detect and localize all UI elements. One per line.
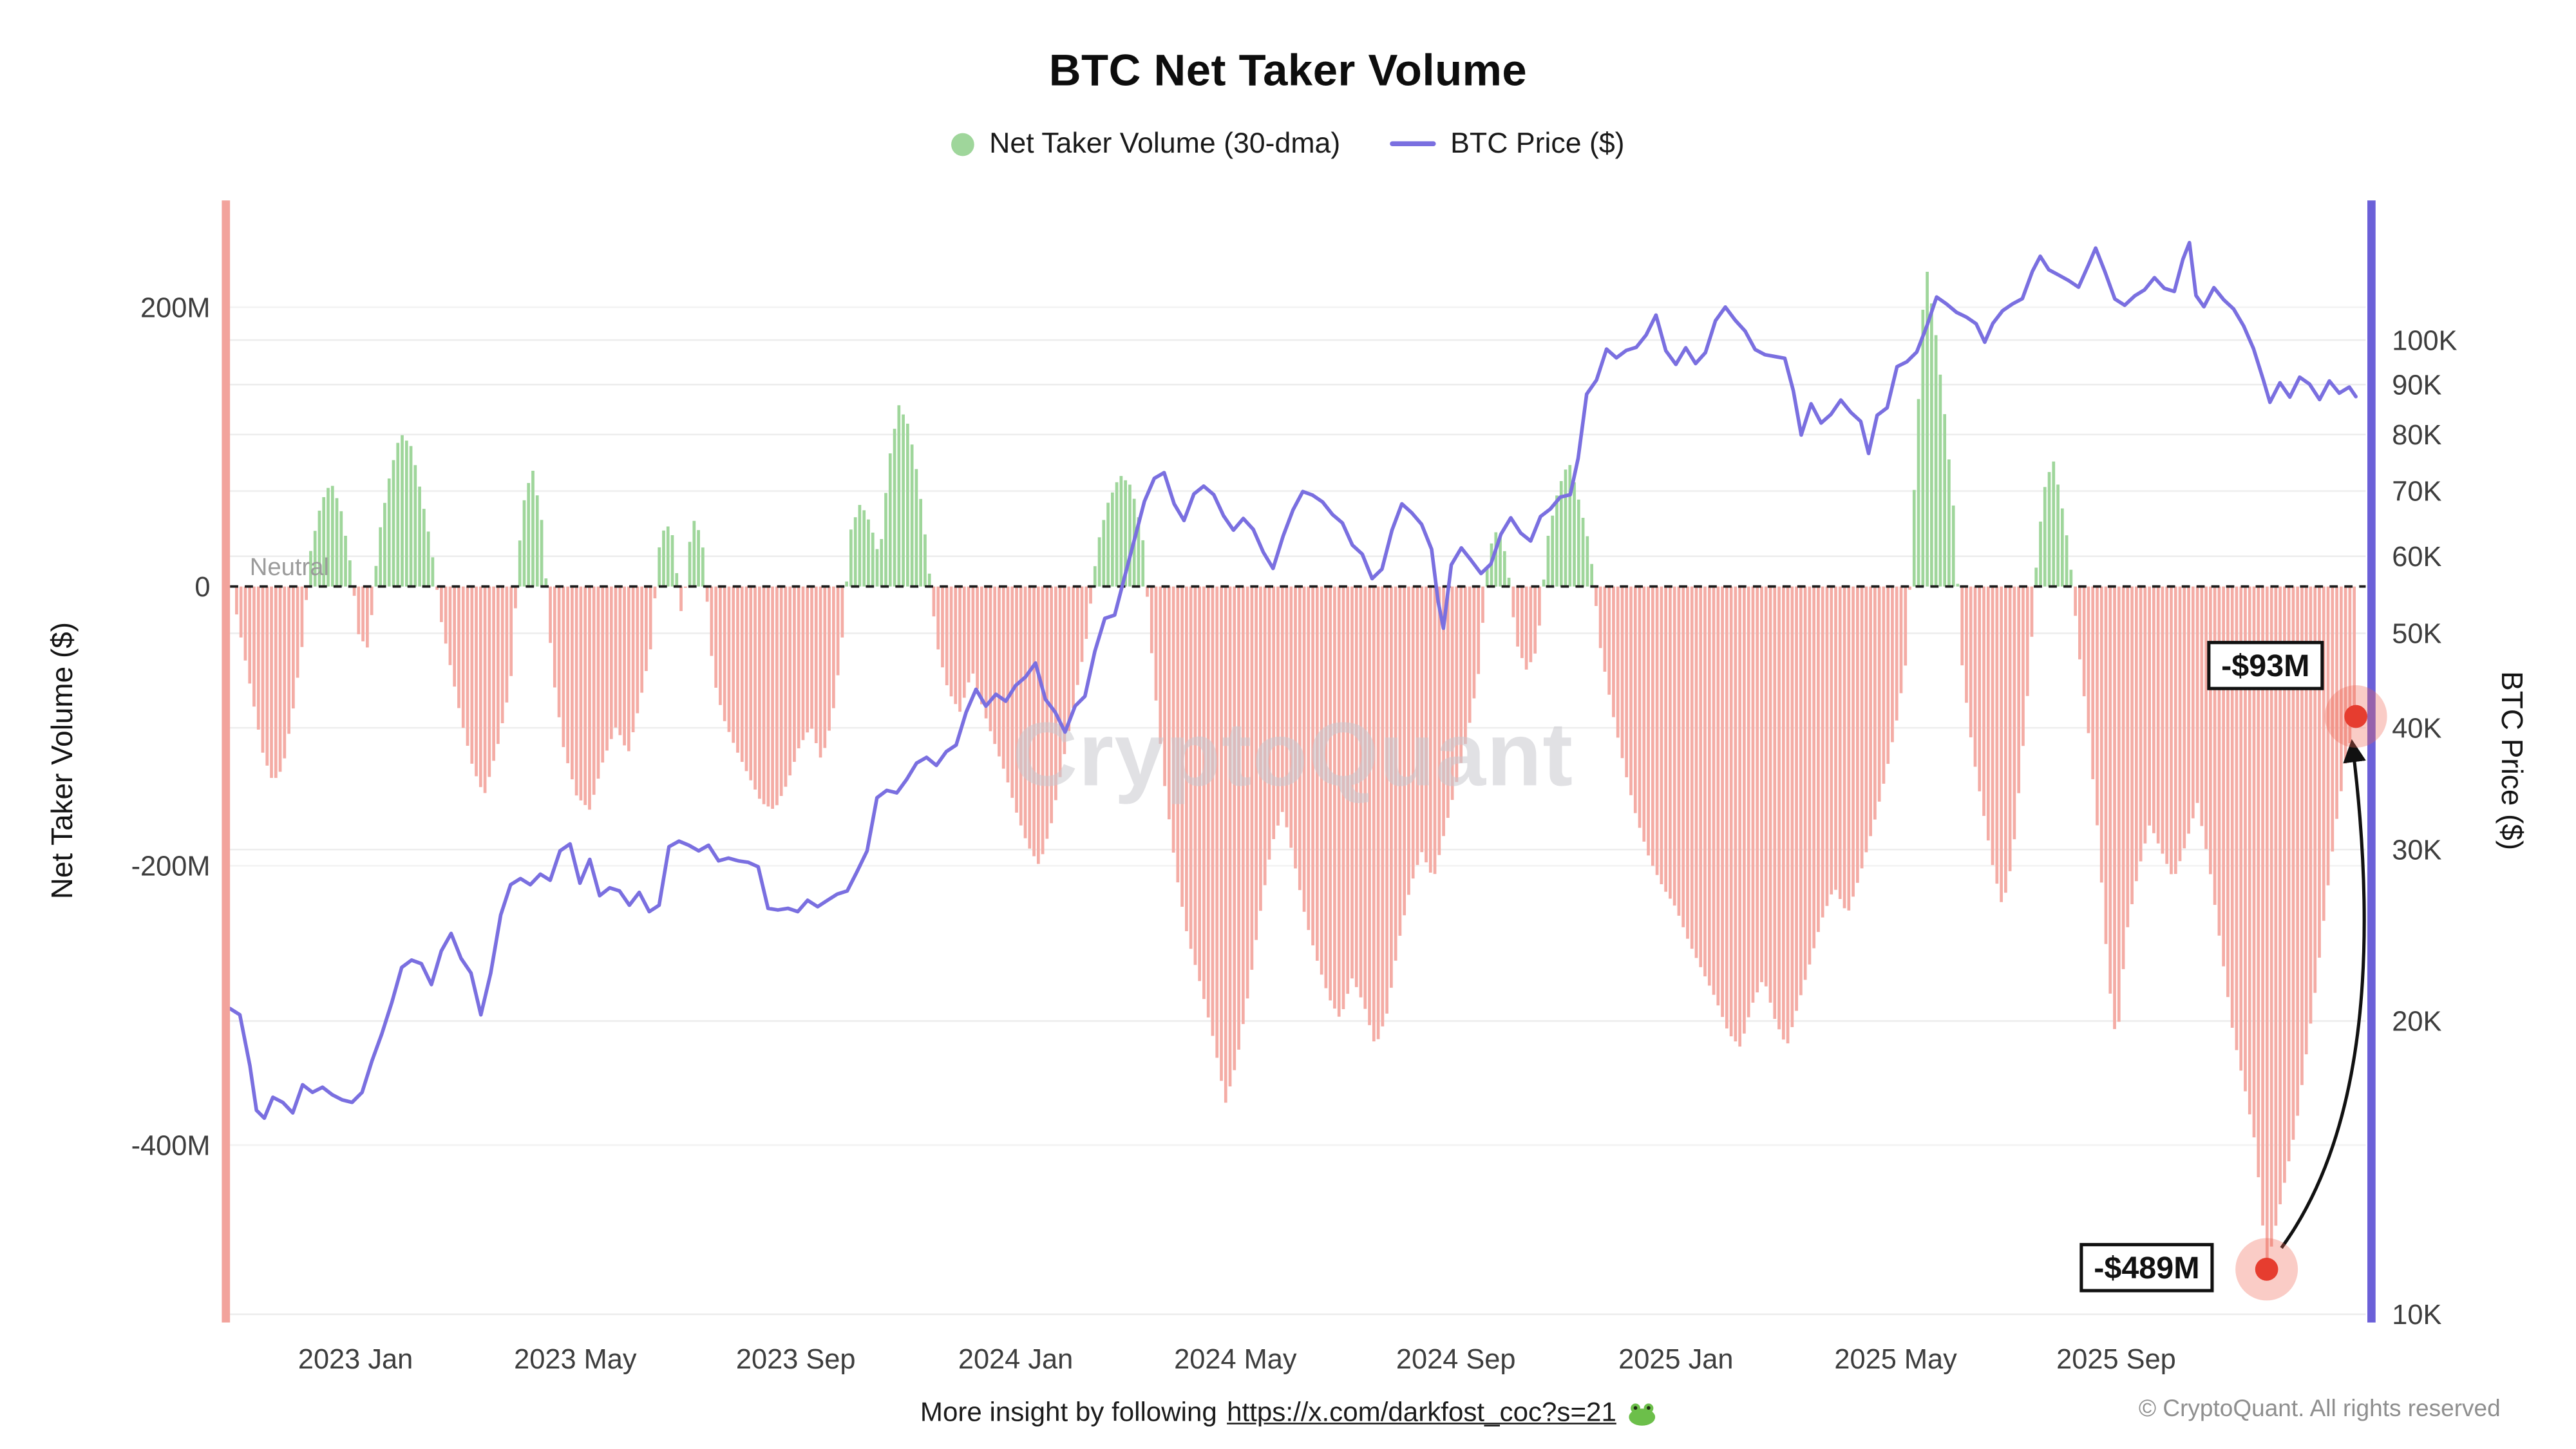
svg-text:2025 May: 2025 May: [1834, 1344, 1957, 1375]
annotation-callout: -$489M: [2079, 1238, 2298, 1301]
svg-text:100K: 100K: [2392, 325, 2457, 356]
svg-text:-200M: -200M: [131, 851, 211, 882]
footer-link[interactable]: https://x.com/darkfost_coc?s=21: [1227, 1397, 1616, 1428]
svg-text:200M: 200M: [140, 292, 210, 323]
price-line: [228, 240, 2358, 1121]
neutral-label: Neutral: [250, 553, 329, 581]
legend-item-net-taker-volume[interactable]: Net Taker Volume (30-dma): [951, 126, 1340, 161]
legend-dot-icon: [951, 132, 975, 156]
gridlines: [230, 306, 2366, 1316]
svg-text:2025 Jan: 2025 Jan: [1618, 1344, 1733, 1375]
copyright: © CryptoQuant. All rights reserved: [2138, 1396, 2501, 1423]
annotation-label: -$489M: [2094, 1251, 2199, 1285]
svg-text:40K: 40K: [2392, 713, 2441, 744]
svg-text:0: 0: [194, 572, 210, 603]
svg-text:70K: 70K: [2392, 477, 2441, 507]
svg-text:30K: 30K: [2392, 835, 2441, 866]
svg-text:2024 May: 2024 May: [1174, 1344, 1297, 1375]
svg-text:20K: 20K: [2392, 1007, 2441, 1037]
left-axis-line: [222, 200, 231, 1323]
volume-bars: [235, 272, 2356, 1268]
svg-text:2024 Jan: 2024 Jan: [958, 1344, 1073, 1375]
footer-text: More insight by following: [920, 1397, 1217, 1428]
left-axis-title: Net Taker Volume ($): [45, 622, 79, 899]
svg-text:2023 May: 2023 May: [514, 1344, 637, 1375]
annotation-label: -$93M: [2221, 649, 2309, 683]
left-axis-tick-labels: 200M 0 -200M -400M: [131, 292, 211, 1161]
legend-label-btc-price: BTC Price ($): [1450, 126, 1625, 160]
svg-text:2023 Sep: 2023 Sep: [736, 1344, 856, 1375]
right-axis-line: [2367, 200, 2376, 1323]
legend-line-icon: [1389, 141, 1436, 147]
legend-item-btc-price[interactable]: BTC Price ($): [1389, 126, 1625, 161]
svg-text:2024 Sep: 2024 Sep: [1396, 1344, 1516, 1375]
right-axis-tick-labels: 100K 90K 80K 70K 60K 50K 40K 30K 20K 10K: [2392, 325, 2457, 1331]
svg-text:2025 Sep: 2025 Sep: [2056, 1344, 2176, 1375]
annotation-callout: -$93M: [2207, 641, 2387, 748]
svg-text:90K: 90K: [2392, 370, 2441, 401]
frog-icon: [1629, 1403, 1655, 1425]
svg-text:60K: 60K: [2392, 542, 2441, 573]
svg-text:10K: 10K: [2392, 1300, 2441, 1331]
svg-text:50K: 50K: [2392, 619, 2441, 650]
watermark: CryptoQuant: [1012, 703, 1573, 804]
footer-note: More insight by following https://x.com/…: [0, 1398, 2576, 1429]
legend: Net Taker Volume (30-dma) BTC Price ($): [0, 126, 2576, 161]
svg-text:-400M: -400M: [131, 1130, 211, 1161]
chart-title: BTC Net Taker Volume: [1048, 46, 1528, 95]
legend-label-net-taker-volume: Net Taker Volume (30-dma): [989, 126, 1341, 160]
annotation-arrow: [2280, 739, 2366, 1249]
x-axis-tick-labels: 2023 Jan 2023 May 2023 Sep 2024 Jan 2024 May…: [298, 1344, 2176, 1375]
neutral-line: Neutral: [230, 553, 2366, 588]
svg-text:80K: 80K: [2392, 420, 2441, 451]
right-axis-title: BTC Price ($): [2496, 671, 2529, 850]
svg-text:2023 Jan: 2023 Jan: [298, 1344, 413, 1375]
